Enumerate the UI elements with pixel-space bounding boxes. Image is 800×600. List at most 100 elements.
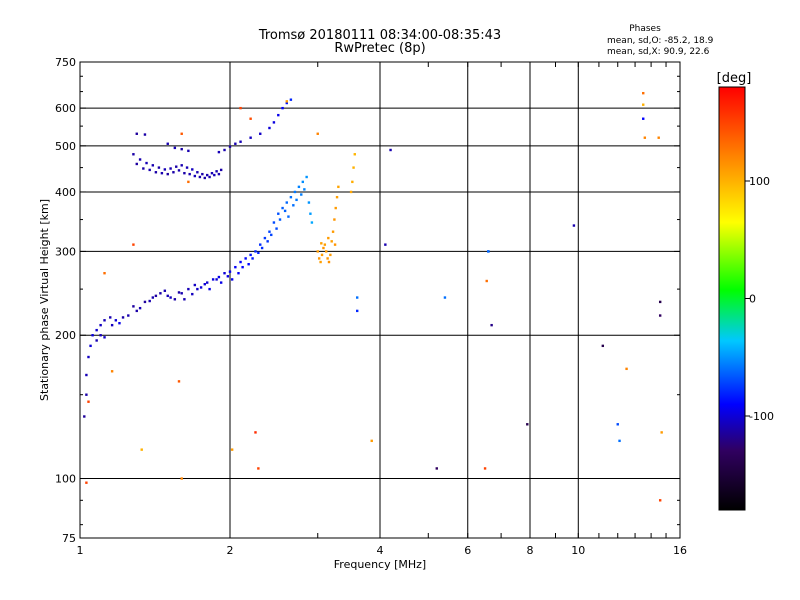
data-point xyxy=(191,168,194,171)
data-point xyxy=(266,240,269,243)
data-point xyxy=(643,136,647,139)
data-point xyxy=(201,172,204,176)
y-axis-label: Stationary phase Virtual Height [km] xyxy=(38,199,51,401)
grid xyxy=(80,62,680,538)
data-point xyxy=(572,224,576,227)
data-point xyxy=(320,253,324,257)
data-point xyxy=(310,221,314,224)
data-point xyxy=(275,227,278,230)
data-point xyxy=(132,305,135,308)
data-point xyxy=(121,316,125,319)
data-point xyxy=(349,190,353,194)
data-point xyxy=(435,467,438,470)
data-point xyxy=(196,287,199,291)
data-point xyxy=(389,148,392,152)
data-point xyxy=(355,309,359,313)
data-point xyxy=(159,292,162,295)
data-point xyxy=(259,243,262,246)
data-point xyxy=(166,172,169,176)
data-point xyxy=(185,166,189,169)
data-point xyxy=(642,91,645,95)
data-point xyxy=(355,296,359,299)
data-point xyxy=(226,275,230,278)
data-point xyxy=(277,212,280,215)
data-point xyxy=(163,289,167,292)
data-point xyxy=(241,265,244,269)
data-point xyxy=(490,323,493,327)
data-point xyxy=(257,467,260,470)
colorbar-ticks: 100 0 -100 xyxy=(745,175,774,423)
data-point xyxy=(160,171,164,175)
stats-x: mean, sd,X: 90.9, 22.6 xyxy=(607,47,710,57)
data-point xyxy=(333,218,336,221)
data-point xyxy=(193,174,197,178)
data-point xyxy=(625,367,628,371)
data-points xyxy=(83,91,663,502)
colorbar-label: [deg] xyxy=(717,71,752,86)
data-point xyxy=(270,233,273,237)
data-point xyxy=(83,415,86,418)
data-point xyxy=(142,167,145,170)
data-point xyxy=(283,209,287,213)
data-point xyxy=(642,103,645,106)
data-point xyxy=(138,158,142,161)
data-point xyxy=(183,298,186,301)
stats-o: mean, sd,O: -85.2, 18.9 xyxy=(607,36,714,46)
colorbar-tick-label: 100 xyxy=(749,175,770,188)
data-point xyxy=(307,201,311,204)
data-point xyxy=(285,100,288,103)
data-point xyxy=(114,319,118,322)
data-point xyxy=(337,185,340,189)
data-point xyxy=(260,246,264,250)
data-point xyxy=(333,243,337,246)
data-point xyxy=(657,136,660,139)
data-point xyxy=(316,250,319,253)
data-point xyxy=(642,117,645,120)
data-point xyxy=(95,328,98,332)
data-point xyxy=(268,126,271,130)
data-point xyxy=(180,147,183,151)
data-point xyxy=(166,294,169,298)
chart-title-line1: Tromsø 20180111 08:34:00-08:35:43 xyxy=(258,28,501,43)
data-point xyxy=(616,423,619,426)
data-point xyxy=(309,212,312,215)
data-point xyxy=(335,195,339,199)
data-point xyxy=(217,150,221,154)
data-point xyxy=(353,153,356,156)
data-point xyxy=(272,221,276,224)
data-point xyxy=(140,448,143,451)
data-point xyxy=(196,171,199,174)
data-point xyxy=(135,132,138,135)
data-point xyxy=(148,299,151,303)
data-point xyxy=(259,132,262,135)
data-point xyxy=(230,448,234,451)
data-point xyxy=(234,142,237,145)
data-point xyxy=(210,171,214,175)
data-point xyxy=(208,287,211,291)
data-point xyxy=(660,431,663,434)
data-point xyxy=(180,164,183,167)
data-point xyxy=(223,148,226,152)
data-point xyxy=(370,439,373,443)
data-point xyxy=(289,195,293,199)
data-point xyxy=(110,370,114,373)
data-point xyxy=(91,334,94,337)
data-point xyxy=(87,355,90,359)
data-point xyxy=(187,180,190,184)
data-point xyxy=(239,140,242,143)
colorbar xyxy=(718,86,746,511)
data-point xyxy=(285,101,288,105)
x-axis-label: Frequency [MHz] xyxy=(334,558,426,571)
y-tick-label: 300 xyxy=(55,245,76,258)
data-point xyxy=(327,260,331,264)
data-point xyxy=(103,272,106,275)
data-point xyxy=(297,185,301,189)
data-point xyxy=(249,136,252,139)
data-point xyxy=(228,145,232,148)
data-point xyxy=(154,171,158,174)
data-point xyxy=(211,278,215,281)
data-point xyxy=(175,165,178,168)
data-point xyxy=(110,323,114,327)
data-point xyxy=(85,393,88,396)
